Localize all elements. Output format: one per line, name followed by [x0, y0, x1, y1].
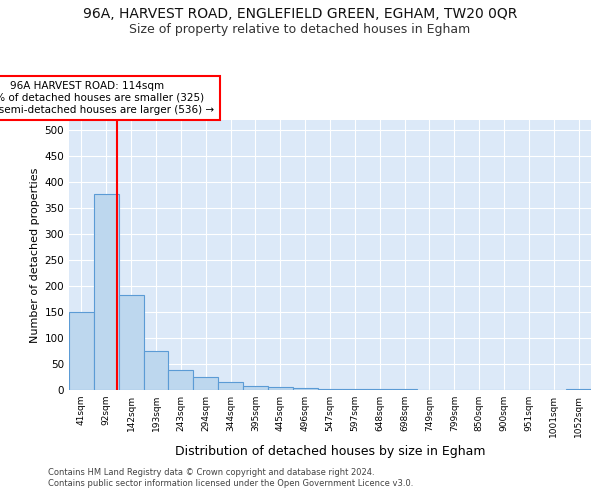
Bar: [169, 370, 193, 390]
Bar: [243, 386, 268, 390]
Text: Contains HM Land Registry data © Crown copyright and database right 2024.
Contai: Contains HM Land Registry data © Crown c…: [48, 468, 413, 487]
Bar: [94, 194, 119, 390]
Text: 96A, HARVEST ROAD, ENGLEFIELD GREEN, EGHAM, TW20 0QR: 96A, HARVEST ROAD, ENGLEFIELD GREEN, EGH…: [83, 8, 517, 22]
Bar: [193, 377, 218, 390]
Y-axis label: Number of detached properties: Number of detached properties: [30, 168, 40, 342]
Bar: [293, 388, 317, 390]
Text: Size of property relative to detached houses in Egham: Size of property relative to detached ho…: [130, 22, 470, 36]
Bar: [143, 351, 169, 390]
Text: 96A HARVEST ROAD: 114sqm
← 38% of detached houses are smaller (325)
62% of semi-: 96A HARVEST ROAD: 114sqm ← 38% of detach…: [0, 82, 214, 114]
Bar: [268, 388, 293, 390]
Bar: [218, 382, 243, 390]
X-axis label: Distribution of detached houses by size in Egham: Distribution of detached houses by size …: [175, 446, 485, 458]
Bar: [119, 295, 143, 390]
Bar: [69, 312, 94, 390]
Bar: [317, 389, 343, 390]
